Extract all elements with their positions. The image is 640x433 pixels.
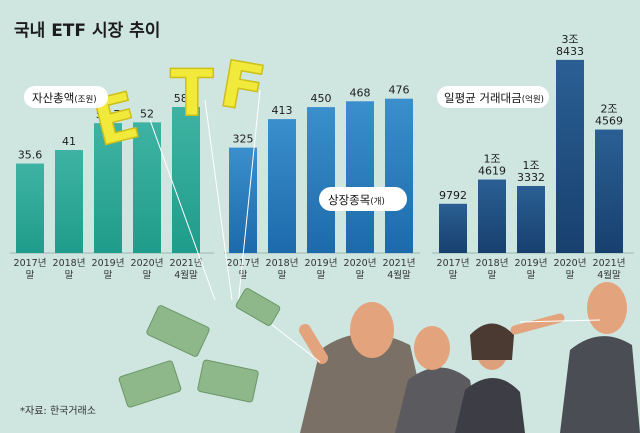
chart-title: 국내 ETF 시장 추이 <box>14 21 160 41</box>
value-label-trading-2: 1조 <box>522 159 539 172</box>
tick-label-listings-0: 2017년 <box>227 258 260 269</box>
tick-label-listings-2: 말 <box>317 269 326 281</box>
value-label-listings-3: 468 <box>350 86 371 99</box>
tick-label-aum-3: 말 <box>143 269 152 281</box>
tick-label-listings-3: 2020년 <box>344 258 377 269</box>
value-label-aum-0: 35.6 <box>18 149 43 162</box>
bar-aum-0 <box>16 163 44 253</box>
bar-trading-1 <box>478 179 506 253</box>
panel-trading: 97922017년말1조46192018년말1조33322019년말3조8433… <box>437 33 626 281</box>
tick-label-trading-2: 2019년 <box>515 258 548 269</box>
etf-letter-f: F <box>214 48 270 128</box>
svg-text:상장종목(개): 상장종목(개) <box>328 193 385 207</box>
tick-label-aum-3: 2020년 <box>131 258 164 269</box>
value-label-trading-3: 8433 <box>556 45 584 58</box>
tick-label-aum-2: 2019년 <box>92 258 125 269</box>
tick-label-listings-3: 말 <box>356 269 365 281</box>
bar-trading-2 <box>517 186 545 253</box>
etf-letter-t: T <box>170 57 214 131</box>
bar-trading-3 <box>556 59 584 253</box>
tick-label-trading-4: 2021년 <box>593 258 626 269</box>
tick-label-trading-0: 말 <box>449 269 458 281</box>
bar-listings-3 <box>346 101 374 253</box>
value-label-trading-3: 3조 <box>561 33 578 46</box>
value-label-trading-4: 4569 <box>595 115 623 128</box>
tick-label-trading-1: 말 <box>488 269 497 281</box>
tick-label-aum-1: 2018년 <box>53 258 86 269</box>
value-label-trading-1: 1조 <box>483 153 500 166</box>
value-label-aum-2: 51.7 <box>96 108 121 121</box>
tick-label-trading-3: 2020년 <box>554 258 587 269</box>
svg-text:자산총액(조원): 자산총액(조원) <box>32 91 97 105</box>
value-label-aum-3: 52 <box>140 107 154 120</box>
tick-label-trading-3: 말 <box>566 269 575 281</box>
tick-label-aum-0: 2017년 <box>14 258 47 269</box>
panel-listings: 3252017년말4132018년말4502019년말4682020년말4762… <box>227 84 416 281</box>
value-label-trading-2: 3332 <box>517 171 545 184</box>
label-listings: 상장종목(개) <box>319 187 407 211</box>
source-note: *자료: 한국거래소 <box>20 405 96 417</box>
bar-aum-4 <box>172 107 200 254</box>
value-label-listings-0: 325 <box>233 133 254 146</box>
bar-trading-0 <box>439 203 467 253</box>
bar-listings-4 <box>385 98 413 253</box>
tick-label-listings-1: 2018년 <box>266 258 299 269</box>
tick-label-trading-1: 2018년 <box>476 258 509 269</box>
value-label-listings-1: 413 <box>272 104 293 117</box>
value-label-trading-0: 9792 <box>439 189 467 202</box>
tick-label-trading-0: 2017년 <box>437 258 470 269</box>
tick-label-aum-4: 4월말 <box>174 269 198 281</box>
tick-label-listings-4: 2021년 <box>383 258 416 269</box>
value-label-listings-2: 450 <box>311 92 332 105</box>
tick-label-listings-0: 말 <box>239 269 248 281</box>
bar-listings-1 <box>268 119 296 253</box>
value-label-trading-4: 2조 <box>600 103 617 116</box>
value-label-trading-1: 4619 <box>478 165 506 178</box>
bar-trading-4 <box>595 129 623 253</box>
tick-label-trading-2: 말 <box>527 269 536 281</box>
panel-aum: 35.62017년말412018년말51.72019년말522020년말58.1… <box>14 92 203 281</box>
value-label-listings-4: 476 <box>389 84 410 97</box>
tick-label-aum-2: 말 <box>104 269 113 281</box>
bar-aum-3 <box>133 122 161 253</box>
tick-label-aum-4: 2021년 <box>170 258 203 269</box>
banknotes-illustration <box>118 288 281 408</box>
tick-label-listings-1: 말 <box>278 269 287 281</box>
value-label-aum-4: 58.1 <box>174 92 199 105</box>
people-illustration <box>239 282 640 433</box>
label-trading: 일평균 거래대금(억원) <box>437 86 549 108</box>
tick-label-listings-2: 2019년 <box>305 258 338 269</box>
svg-text:일평균 거래대금(억원): 일평균 거래대금(억원) <box>444 91 544 105</box>
tick-label-listings-4: 4월말 <box>387 269 411 281</box>
label-aum: 자산총액(조원) <box>24 86 108 108</box>
tick-label-trading-4: 4월말 <box>597 269 621 281</box>
bar-listings-2 <box>307 107 335 253</box>
tick-label-aum-1: 말 <box>65 269 74 281</box>
bar-aum-1 <box>55 149 83 253</box>
tick-label-aum-0: 말 <box>26 269 35 281</box>
value-label-aum-1: 41 <box>62 135 76 148</box>
bar-aum-2 <box>94 123 122 253</box>
